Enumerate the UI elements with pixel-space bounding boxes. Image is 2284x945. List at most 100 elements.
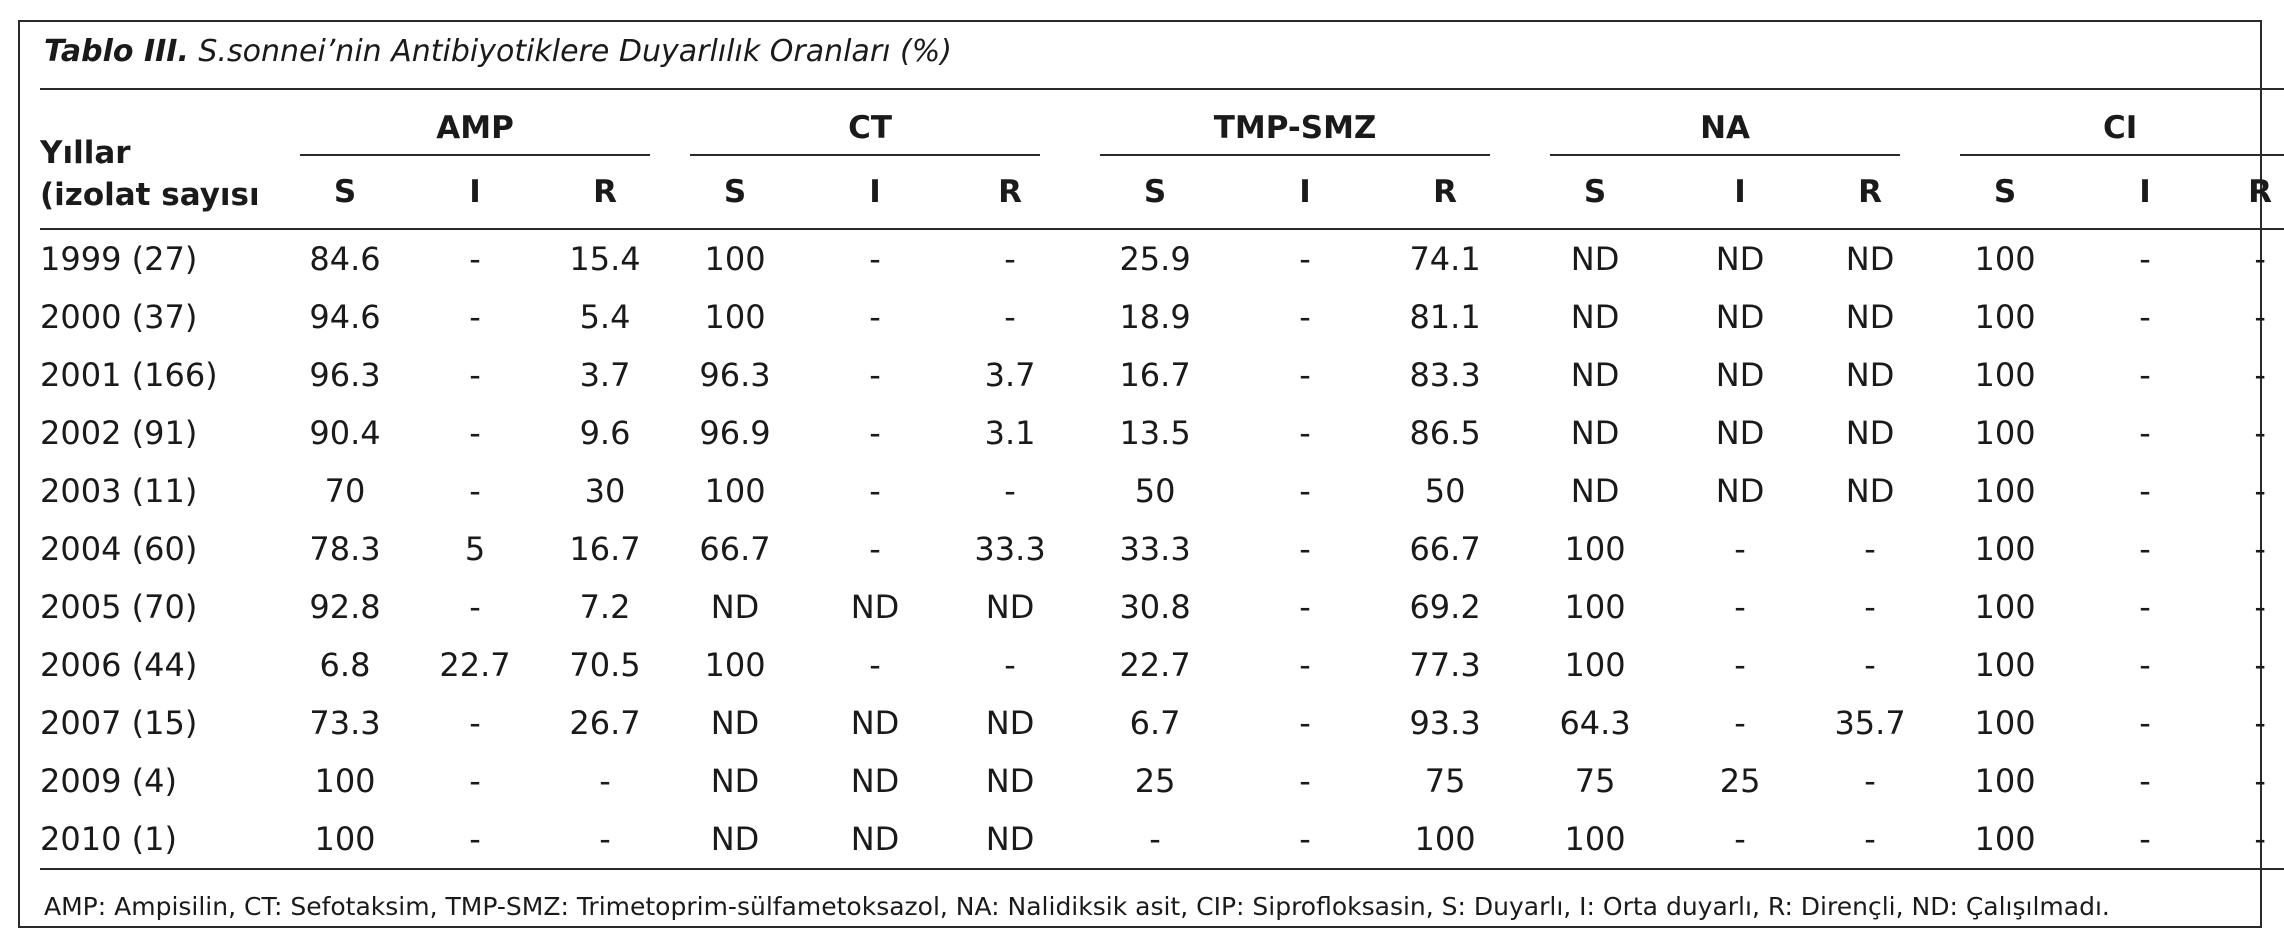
value-cell: -: [1004, 472, 1016, 510]
sub-header-s: S: [1583, 174, 1607, 210]
value-cell: ND: [1570, 472, 1620, 510]
value-cell: -: [1864, 530, 1876, 568]
year-cell: 2010 (1): [40, 820, 177, 858]
year-cell: 2007 (15): [40, 704, 198, 742]
value-cell: 7.2: [579, 588, 631, 626]
value-cell: 26.7: [569, 704, 641, 742]
value-cell: ND: [1715, 240, 1765, 278]
value-cell: 30: [584, 472, 626, 510]
value-cell: 100: [704, 240, 766, 278]
value-cell: -: [1864, 646, 1876, 684]
value-cell: ND: [1570, 414, 1620, 452]
sub-header-s: S: [333, 174, 357, 210]
value-cell: 100: [1564, 646, 1626, 684]
year-header: Yıllar (izolat sayısı: [40, 89, 280, 229]
value-cell: 78.3: [309, 530, 381, 568]
group-header-tmp-smz: TMP-SMZ: [1070, 89, 1520, 156]
value-cell: ND: [985, 820, 1035, 858]
sub-header-i: I: [869, 174, 881, 210]
table-row: 2010 (1) 100 - - ND ND ND - - 100 100 - - 100 - -: [40, 810, 2284, 869]
value-cell: 22.7: [1119, 646, 1191, 684]
value-cell: -: [1004, 298, 1016, 336]
value-cell: -: [1734, 588, 1746, 626]
sub-header-r: R: [593, 174, 617, 210]
sub-header-r: R: [2248, 174, 2273, 210]
year-header-line1: Yıllar: [40, 135, 131, 171]
value-cell: 100: [314, 820, 376, 858]
value-cell: 69.2: [1409, 588, 1481, 626]
value-cell: -: [2139, 646, 2151, 684]
value-cell: -: [869, 530, 881, 568]
value-cell: -: [2254, 240, 2266, 278]
value-cell: 86.5: [1409, 414, 1481, 452]
value-cell: 75: [1424, 762, 1466, 800]
value-cell: -: [469, 240, 481, 278]
year-cell: 2006 (44): [40, 646, 198, 684]
value-cell: ND: [1845, 356, 1895, 394]
year-header-line2: (izolat sayısı: [40, 177, 260, 213]
value-cell: 9.6: [579, 414, 631, 452]
value-cell: -: [869, 414, 881, 452]
sub-header-r: R: [998, 174, 1022, 210]
group-label: TMP-SMZ: [1213, 110, 1377, 146]
value-cell: -: [1149, 820, 1161, 858]
table-row: 2002 (91) 90.4 - 9.6 96.9 - 3.1 13.5 - 86.5 ND ND ND…: [40, 404, 2284, 462]
value-cell: 96.3: [699, 356, 771, 394]
value-cell: 94.6: [309, 298, 381, 336]
value-cell: 75: [1574, 762, 1616, 800]
value-cell: 100: [1974, 762, 2036, 800]
value-cell: -: [2139, 472, 2151, 510]
value-cell: ND: [710, 762, 760, 800]
value-cell: 3.1: [984, 414, 1036, 452]
value-cell: 100: [1974, 646, 2036, 684]
value-cell: -: [469, 472, 481, 510]
group-label: AMP: [436, 110, 514, 146]
value-cell: -: [2254, 704, 2266, 742]
sub-header-i: I: [2139, 174, 2151, 210]
value-cell: -: [2254, 588, 2266, 626]
sub-header-s: S: [723, 174, 747, 210]
value-cell: -: [2139, 240, 2151, 278]
value-cell: -: [1299, 762, 1311, 800]
value-cell: -: [1299, 414, 1311, 452]
value-cell: 3.7: [579, 356, 631, 394]
group-underline: [1960, 154, 2284, 156]
caption-label: Tablo III.: [44, 34, 189, 69]
value-cell: -: [2139, 414, 2151, 452]
value-cell: ND: [850, 762, 900, 800]
sub-header-row: S I R S I R S I R S I R S I R: [40, 156, 2284, 229]
year-cell: 2004 (60): [40, 530, 198, 568]
value-cell: ND: [985, 704, 1035, 742]
table-row: 2000 (37) 94.6 - 5.4 100 - - 18.9 - 81.1 ND ND ND 100…: [40, 288, 2284, 346]
value-cell: ND: [850, 820, 900, 858]
value-cell: 18.9: [1119, 298, 1191, 336]
value-cell: -: [1734, 820, 1746, 858]
value-cell: 64.3: [1559, 704, 1631, 742]
value-cell: -: [2139, 298, 2151, 336]
value-cell: 13.5: [1119, 414, 1191, 452]
value-cell: 35.7: [1834, 704, 1906, 742]
value-cell: 16.7: [569, 530, 641, 568]
value-cell: -: [1864, 588, 1876, 626]
year-cell: 2009 (4): [40, 762, 177, 800]
value-cell: 3.7: [984, 356, 1036, 394]
value-cell: 100: [1974, 414, 2036, 452]
value-cell: 100: [1974, 588, 2036, 626]
value-cell: ND: [1845, 414, 1895, 452]
value-cell: -: [2139, 588, 2151, 626]
value-cell: 96.9: [699, 414, 771, 452]
value-cell: -: [1299, 530, 1311, 568]
value-cell: -: [1734, 704, 1746, 742]
value-cell: -: [869, 298, 881, 336]
value-cell: ND: [710, 820, 760, 858]
value-cell: ND: [710, 704, 760, 742]
value-cell: 70: [324, 472, 366, 510]
value-cell: ND: [1570, 240, 1620, 278]
value-cell: ND: [850, 588, 900, 626]
value-cell: 100: [1974, 472, 2036, 510]
value-cell: ND: [1845, 298, 1895, 336]
value-cell: -: [1299, 704, 1311, 742]
group-header-na: NA: [1520, 89, 1930, 156]
group-header-row: Yıllar (izolat sayısı AMP CT TMP-SMZ NA: [40, 89, 2284, 213]
value-cell: 100: [1564, 530, 1626, 568]
